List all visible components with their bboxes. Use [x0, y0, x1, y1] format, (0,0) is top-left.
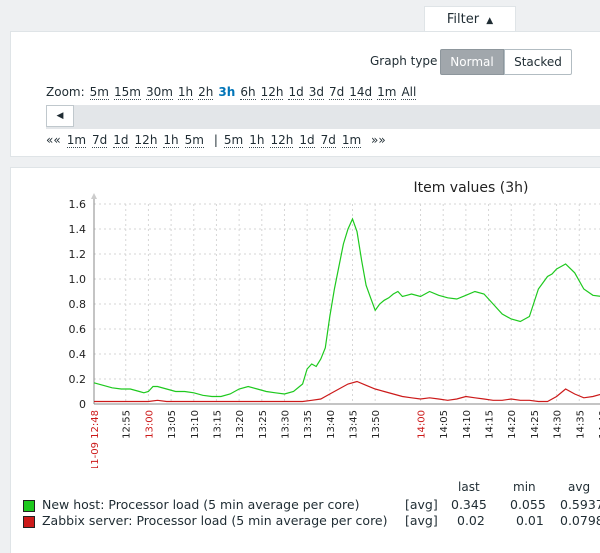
chart-title: Item values (3h)	[413, 180, 528, 196]
zoom-option-12h[interactable]: 12h	[260, 85, 284, 100]
legend-last: 0.345	[451, 497, 487, 512]
legend-func: [avg]	[405, 513, 438, 528]
y-tick-label: 0.8	[69, 298, 87, 311]
scroll-left-button[interactable]: ◀	[46, 105, 74, 127]
period-forward-1d[interactable]: 1d	[299, 133, 315, 148]
period-back-5m[interactable]: 5m	[184, 133, 204, 148]
zoom-option-2h[interactable]: 2h	[198, 85, 214, 100]
legend-last: 0.02	[457, 513, 485, 528]
zoom-option-3d[interactable]: 3d	[308, 85, 324, 100]
y-tick-label: 1.2	[69, 248, 87, 261]
x-tick-label: 14:15	[485, 410, 496, 439]
series-line-0	[93, 217, 600, 398]
legend-func: [avg]	[405, 497, 438, 512]
x-tick-label: 13:10	[190, 410, 201, 439]
period-forward-12h[interactable]: 12h	[270, 133, 294, 148]
x-tick-label: 14:10	[462, 410, 473, 439]
x-tick-label: 14:25	[530, 410, 541, 439]
graph-type-label: Graph type	[370, 54, 438, 68]
legend-swatch-green	[23, 499, 35, 512]
x-tick-label: 13:00	[144, 410, 155, 439]
y-tick-label: 1.6	[69, 198, 87, 211]
legend-name: New host: Processor load (5 min average …	[41, 497, 360, 512]
y-tick-label: 0	[79, 398, 86, 411]
zoom-option-3h[interactable]: 3h	[218, 85, 236, 99]
x-tick-label: 13:50	[371, 410, 382, 439]
x-tick-label: 13:30	[280, 410, 291, 439]
triangle-up-icon: ▲	[486, 16, 494, 26]
period-separator: |	[213, 133, 218, 147]
legend-header-last: last	[458, 480, 480, 494]
y-tick-label: 0.6	[69, 323, 87, 336]
x-tick-label: 13:35	[303, 410, 314, 439]
legend-name: Zabbix server: Processor load (5 min ave…	[41, 513, 388, 528]
x-tick-label: 13:40	[326, 410, 337, 439]
period-scrollbar[interactable]: ◀	[46, 105, 600, 129]
x-tick-label: 14:05	[439, 410, 450, 439]
zoom-option-1d[interactable]: 1d	[288, 85, 304, 100]
x-tick-label: 14:20	[507, 410, 518, 439]
triangle-left-icon: ◀	[56, 111, 64, 121]
x-tick-label: 12:55	[122, 410, 133, 439]
legend-header-min: min	[513, 480, 536, 494]
zoom-option-1h[interactable]: 1h	[177, 85, 194, 100]
zoom-option-30m[interactable]: 30m	[145, 85, 173, 100]
period-back-all[interactable]: ««	[46, 133, 61, 147]
zoom-option-6h[interactable]: 6h	[240, 85, 256, 100]
x-tick-label: 13:05	[167, 410, 178, 439]
zoom-row: Zoom: 5m 15m 30m 1h 2h 3h 6h 12h 1d 3d 7d 14d 1m All	[46, 85, 417, 100]
y-tick-label: 1.0	[69, 273, 87, 286]
item-values-chart: Item values (3h) 0 0.2 0.4 0.6 0.8 1.0 1.2 1.4 1…	[69, 180, 600, 468]
series-line-1	[94, 380, 600, 403]
period-forward-1h[interactable]: 1h	[249, 133, 265, 148]
legend-min: 0.055	[510, 497, 546, 512]
legend-avg: 0.0798	[560, 513, 600, 528]
x-tick-label: 13:45	[349, 410, 360, 439]
x-tick-label: 13:25	[258, 410, 269, 439]
period-forward-5m[interactable]: 5m	[223, 133, 244, 148]
filter-panel: Graph type Normal Stacked Zoom: 5m 15m 30m 1…	[10, 31, 600, 157]
legend-swatch-red	[23, 515, 35, 528]
y-tick-label: 0.2	[69, 373, 87, 386]
y-axis-arrow	[91, 193, 97, 199]
zoom-option-All[interactable]: All	[401, 85, 417, 100]
period-forward-all[interactable]: »»	[371, 133, 386, 147]
period-forward-1m[interactable]: 1m	[341, 133, 362, 148]
period-back-12h[interactable]: 12h	[134, 133, 158, 148]
x-tick-label: 14:35	[575, 410, 586, 439]
legend-header-avg: avg	[568, 480, 591, 494]
legend-avg: 0.5937	[560, 497, 600, 512]
period-navigation: «« 1m 7d 1d 12h 1h 5m | 5m 1h 12h 1d 7d 1m »»	[46, 133, 386, 148]
period-back-7d[interactable]: 7d	[92, 133, 108, 148]
legend-min: 0.01	[516, 513, 544, 528]
zoom-option-5m[interactable]: 5m	[89, 85, 109, 100]
zoom-option-1m[interactable]: 1m	[377, 85, 397, 100]
x-tick-label: 14:40	[598, 410, 600, 439]
zoom-option-7d[interactable]: 7d	[328, 85, 345, 100]
legend-item-new-host: New host: Processor load (5 min average …	[23, 497, 359, 512]
zoom-label: Zoom:	[46, 85, 85, 99]
y-tick-label: 0.4	[69, 348, 87, 361]
graph-panel: Item values (3h) 0 0.2 0.4 0.6 0.8 1.0 1.2 1.4 1…	[10, 167, 600, 553]
y-tick-label: 1.4	[69, 223, 87, 236]
zoom-option-14d[interactable]: 14d	[349, 85, 373, 100]
filter-tab-label: Filter	[446, 12, 480, 27]
x-tick-label: 13:15	[212, 410, 223, 439]
zoom-option-15m[interactable]: 15m	[113, 85, 141, 100]
period-back-1h[interactable]: 1h	[163, 133, 179, 148]
filter-tab[interactable]: Filter ▲	[424, 6, 516, 32]
period-back-1d[interactable]: 1d	[113, 133, 129, 148]
graph-type-normal-button[interactable]: Normal	[440, 49, 504, 75]
legend-item-zabbix-server: Zabbix server: Processor load (5 min ave…	[23, 513, 388, 528]
period-forward-7d[interactable]: 7d	[320, 133, 336, 148]
x-tick-label: 11-09 12:48	[90, 410, 101, 468]
x-tick-label: 13:20	[235, 410, 246, 439]
x-tick-label: 14:30	[553, 410, 564, 439]
x-tick-label: 14:00	[417, 410, 428, 439]
period-back-1m[interactable]: 1m	[66, 133, 87, 148]
graph-type-stacked-button[interactable]: Stacked	[504, 49, 572, 75]
